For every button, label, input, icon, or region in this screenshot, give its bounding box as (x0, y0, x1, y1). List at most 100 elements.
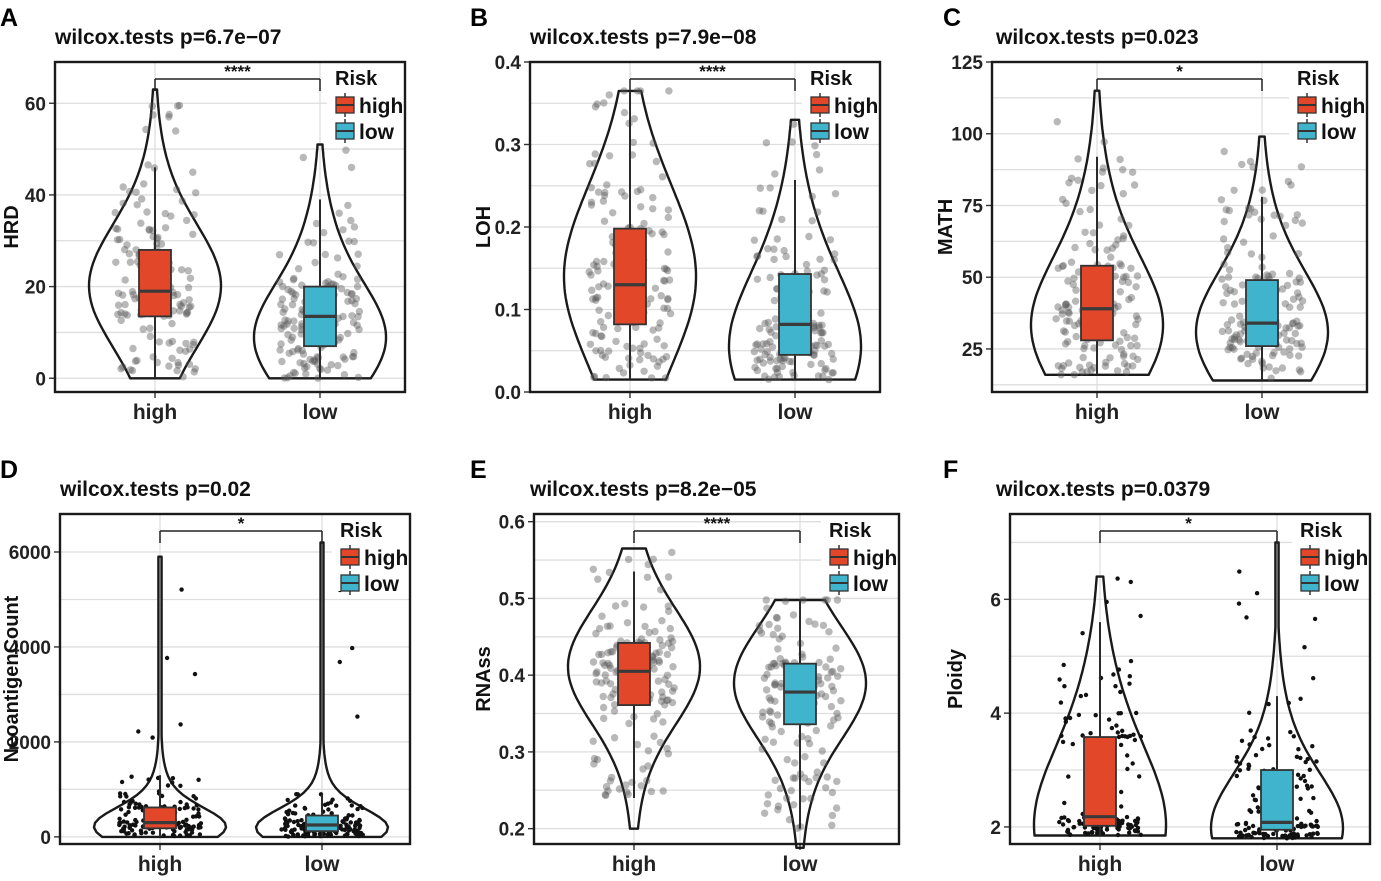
data-point (607, 664, 615, 672)
data-point (145, 226, 153, 234)
data-point (643, 573, 652, 581)
data-point (283, 822, 288, 827)
data-point (198, 825, 203, 830)
data-point (295, 819, 300, 824)
data-point (1314, 759, 1319, 764)
panel-label: E (470, 456, 487, 484)
data-point (805, 617, 813, 626)
data-point (611, 685, 619, 694)
y-tick-label: 0.2 (495, 218, 521, 239)
data-point (1120, 728, 1125, 733)
data-point (1288, 729, 1293, 735)
data-point (663, 671, 672, 679)
data-point (330, 797, 335, 802)
data-point (121, 276, 129, 284)
data-point (1117, 345, 1126, 354)
data-point (644, 747, 653, 755)
data-point (1111, 672, 1116, 677)
data-point (290, 324, 298, 332)
data-point (1111, 341, 1120, 349)
data-point (599, 692, 607, 701)
data-point (329, 811, 334, 816)
data-point (658, 617, 666, 625)
violin-low (727, 118, 863, 381)
data-point (659, 718, 667, 726)
data-point (606, 680, 615, 688)
data-point (1232, 331, 1241, 339)
data-point (196, 807, 201, 812)
data-point (594, 575, 602, 583)
data-point (620, 87, 628, 95)
data-point (293, 803, 298, 808)
data-point (636, 356, 644, 364)
data-point (760, 809, 769, 817)
significance-bracket: * (1096, 62, 1263, 91)
data-point (1223, 321, 1232, 329)
data-point (655, 324, 663, 332)
data-point (197, 814, 202, 819)
data-point (125, 187, 134, 196)
legend-label-low: low (834, 121, 870, 144)
data-point (1260, 746, 1265, 752)
data-point (178, 783, 183, 788)
data-point (657, 292, 665, 300)
data-point (592, 257, 601, 266)
data-point (1133, 272, 1142, 280)
data-point (1288, 336, 1296, 345)
data-point (661, 675, 669, 684)
data-point (132, 805, 138, 810)
data-point (816, 255, 824, 263)
data-point (592, 296, 600, 304)
data-point (639, 765, 647, 773)
data-point (1116, 667, 1122, 672)
data-point (327, 361, 335, 369)
data-point (137, 219, 145, 227)
data-point (1065, 829, 1070, 834)
data-point (1135, 825, 1141, 831)
data-point (1270, 211, 1278, 219)
data-point (808, 217, 816, 225)
data-point (773, 614, 781, 622)
data-point (346, 813, 351, 818)
data-point (771, 315, 780, 323)
data-point (630, 115, 638, 123)
data-point (1248, 728, 1253, 733)
y-tick-label: 6 (990, 590, 1001, 611)
data-point (1240, 833, 1245, 838)
data-point (1119, 234, 1127, 243)
data-point (321, 250, 329, 259)
data-point (593, 262, 601, 271)
data-point (598, 612, 606, 620)
data-point (663, 304, 672, 313)
data-point (592, 294, 600, 302)
data-point (1271, 831, 1276, 837)
data-point (774, 645, 782, 653)
data-point (1285, 269, 1294, 278)
data-point (161, 833, 166, 838)
data-point (822, 784, 830, 792)
data-point (119, 199, 127, 207)
data-point (610, 701, 619, 709)
data-point (345, 237, 353, 245)
data-point (290, 317, 298, 325)
data-point (294, 346, 302, 354)
data-point (143, 208, 151, 216)
data-point (290, 295, 298, 303)
data-point (823, 288, 831, 296)
panel-label: B (470, 4, 488, 32)
data-point (621, 192, 629, 200)
data-point (595, 306, 603, 314)
data-point (1126, 825, 1131, 831)
data-point (129, 344, 137, 353)
data-point (660, 264, 669, 273)
data-point (275, 278, 284, 286)
data-point (1258, 186, 1267, 194)
data-point (607, 693, 615, 702)
data-point (771, 680, 779, 689)
data-point (1130, 334, 1139, 342)
data-point (1228, 343, 1237, 352)
data-point (774, 806, 782, 814)
data-point (810, 324, 818, 332)
data-point (133, 201, 141, 209)
